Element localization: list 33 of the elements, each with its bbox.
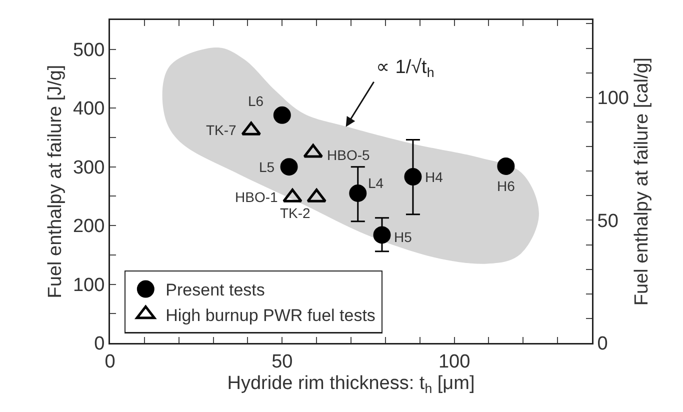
point [373,226,391,244]
annotation: ∝ 1/√t$_{h}$ [376,57,434,80]
annotation: HBO-1 [235,189,278,205]
y-tick-label: 400 [72,98,105,120]
y-tick-label: 500 [72,40,105,62]
annotation: H6 [497,178,516,194]
y-axis-title: Fuel enthalpy at failure [J/g] [45,64,66,298]
y-tick-label: 200 [72,216,105,238]
legend-label: Present tests [166,280,265,300]
annotation: L6 [248,93,264,109]
x-tick-label: 50 [272,351,293,372]
annotation: L4 [368,175,384,191]
y2-tick-label: 50 [597,210,618,232]
annotation: H5 [394,229,412,245]
annotation: HBO-5 [327,147,370,163]
point [349,184,367,202]
annotation: TK-7 [206,122,237,138]
x-axis-title: Hydride rim thickness: t$_{h}$ [μm] [227,372,475,396]
annotation: H4 [425,169,444,185]
y-tick-label: 100 [72,274,105,296]
y2-tick-label: 100 [597,88,630,110]
x-tick-label: 100 [438,351,470,372]
y-tick-label: 0 [94,334,105,355]
y2-tick-label: 0 [597,334,608,355]
point [273,106,291,124]
y-tick-label: 300 [72,157,105,178]
annotation: TK-2 [280,205,311,221]
point [497,157,515,175]
annotation: L5 [259,159,275,175]
y2-axis-title: Fuel enthalpy at failure [cal/g] [632,57,653,306]
point [404,168,422,186]
point [280,158,298,176]
legend-label: High burnup PWR fuel tests [166,306,376,325]
